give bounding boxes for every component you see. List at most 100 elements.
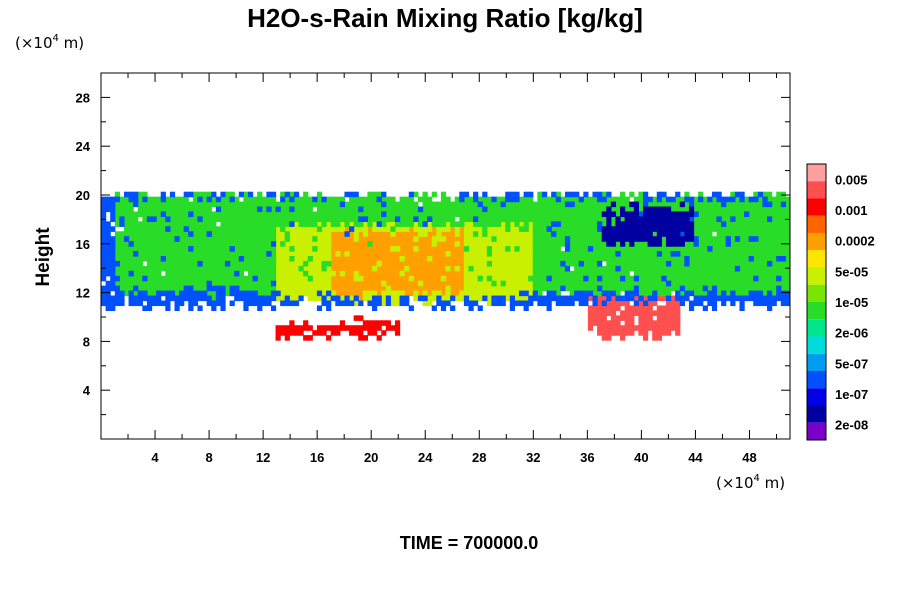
field-cell — [298, 295, 304, 302]
field-cell — [339, 275, 346, 282]
field-cell — [431, 211, 437, 218]
field-cell — [633, 201, 640, 208]
field-cell — [307, 265, 313, 272]
field-cell — [280, 211, 286, 218]
field-cell — [583, 236, 589, 242]
field-cell — [197, 285, 203, 292]
field-cell — [776, 216, 782, 222]
field-cell — [220, 196, 226, 203]
field-cell — [656, 231, 662, 237]
field-cell — [767, 275, 773, 282]
field-cell — [197, 201, 203, 208]
field-cell — [349, 265, 355, 272]
field-cell — [105, 196, 111, 203]
field-cell — [780, 206, 787, 213]
field-cell — [532, 221, 538, 227]
field-cell — [574, 260, 580, 267]
colorbar-swatch — [807, 405, 826, 423]
field-cell — [564, 251, 571, 257]
field-cell — [670, 236, 676, 242]
field-cell — [440, 226, 447, 232]
field-cell — [486, 231, 493, 237]
field-cell — [477, 256, 483, 262]
field-cell — [725, 241, 731, 247]
field-cell — [316, 246, 323, 252]
field-cell — [583, 231, 589, 237]
field-cell — [496, 265, 502, 272]
field-cell — [739, 221, 745, 227]
field-cell — [574, 231, 580, 237]
field-cell — [215, 226, 222, 232]
field-cell — [500, 280, 506, 287]
y-tick-label: 12 — [76, 286, 90, 301]
field-cell — [656, 285, 662, 292]
field-cell — [422, 260, 428, 267]
field-cell — [119, 295, 125, 302]
field-cell — [597, 315, 603, 321]
field-cell — [491, 256, 497, 262]
field-cell — [362, 260, 369, 267]
field-cell — [114, 270, 120, 277]
field-cell — [211, 280, 217, 287]
field-cell — [321, 270, 327, 277]
field-cell — [404, 206, 410, 213]
field-cell — [298, 290, 304, 297]
field-cell — [238, 241, 244, 247]
field-cell — [564, 265, 571, 272]
field-cell — [252, 201, 258, 208]
field-cell — [312, 256, 318, 262]
field-cell — [564, 236, 571, 242]
field-cell — [463, 206, 470, 213]
field-cell — [381, 256, 387, 262]
field-cell — [771, 226, 777, 232]
field-cell — [335, 241, 341, 247]
field-cell — [514, 275, 520, 282]
field-cell — [101, 300, 107, 307]
field-cell — [762, 206, 768, 213]
field-cell — [707, 246, 713, 252]
field-cell — [335, 196, 341, 203]
field-cell — [500, 260, 506, 267]
field-cell — [734, 226, 741, 232]
field-cell — [606, 191, 612, 198]
field-cell — [537, 256, 543, 262]
field-cell — [643, 265, 649, 272]
field-cell — [610, 201, 617, 208]
field-cell — [252, 295, 258, 302]
field-cell — [454, 221, 460, 227]
field-cell — [767, 216, 773, 222]
field-cell — [569, 201, 575, 208]
field-cell — [477, 295, 483, 302]
field-cell — [408, 251, 414, 257]
field-cell — [578, 270, 584, 277]
field-cell — [215, 236, 222, 242]
field-cell — [229, 201, 235, 208]
field-cell — [289, 265, 295, 272]
field-cell — [110, 280, 116, 287]
field-cell — [358, 211, 364, 218]
field-cell — [509, 231, 515, 237]
field-cell — [101, 231, 107, 237]
field-cell — [381, 201, 387, 208]
field-cell — [220, 191, 226, 198]
field-cell — [234, 231, 240, 237]
field-cell — [555, 300, 561, 307]
field-cell — [486, 256, 493, 262]
field-cell — [247, 300, 254, 307]
field-cell — [252, 300, 258, 307]
field-cell — [206, 256, 212, 262]
field-cell — [624, 236, 630, 242]
field-cell — [183, 191, 189, 198]
field-cell — [192, 226, 199, 232]
field-cell — [620, 256, 626, 262]
field-cell — [326, 305, 332, 312]
field-cell — [606, 221, 612, 227]
field-cell — [670, 206, 676, 213]
field-cell — [362, 241, 369, 247]
field-cell — [514, 216, 520, 222]
field-cell — [252, 246, 258, 252]
field-cell — [541, 211, 548, 218]
field-cell — [105, 256, 111, 262]
field-cell — [358, 280, 364, 287]
field-cell — [468, 241, 474, 247]
